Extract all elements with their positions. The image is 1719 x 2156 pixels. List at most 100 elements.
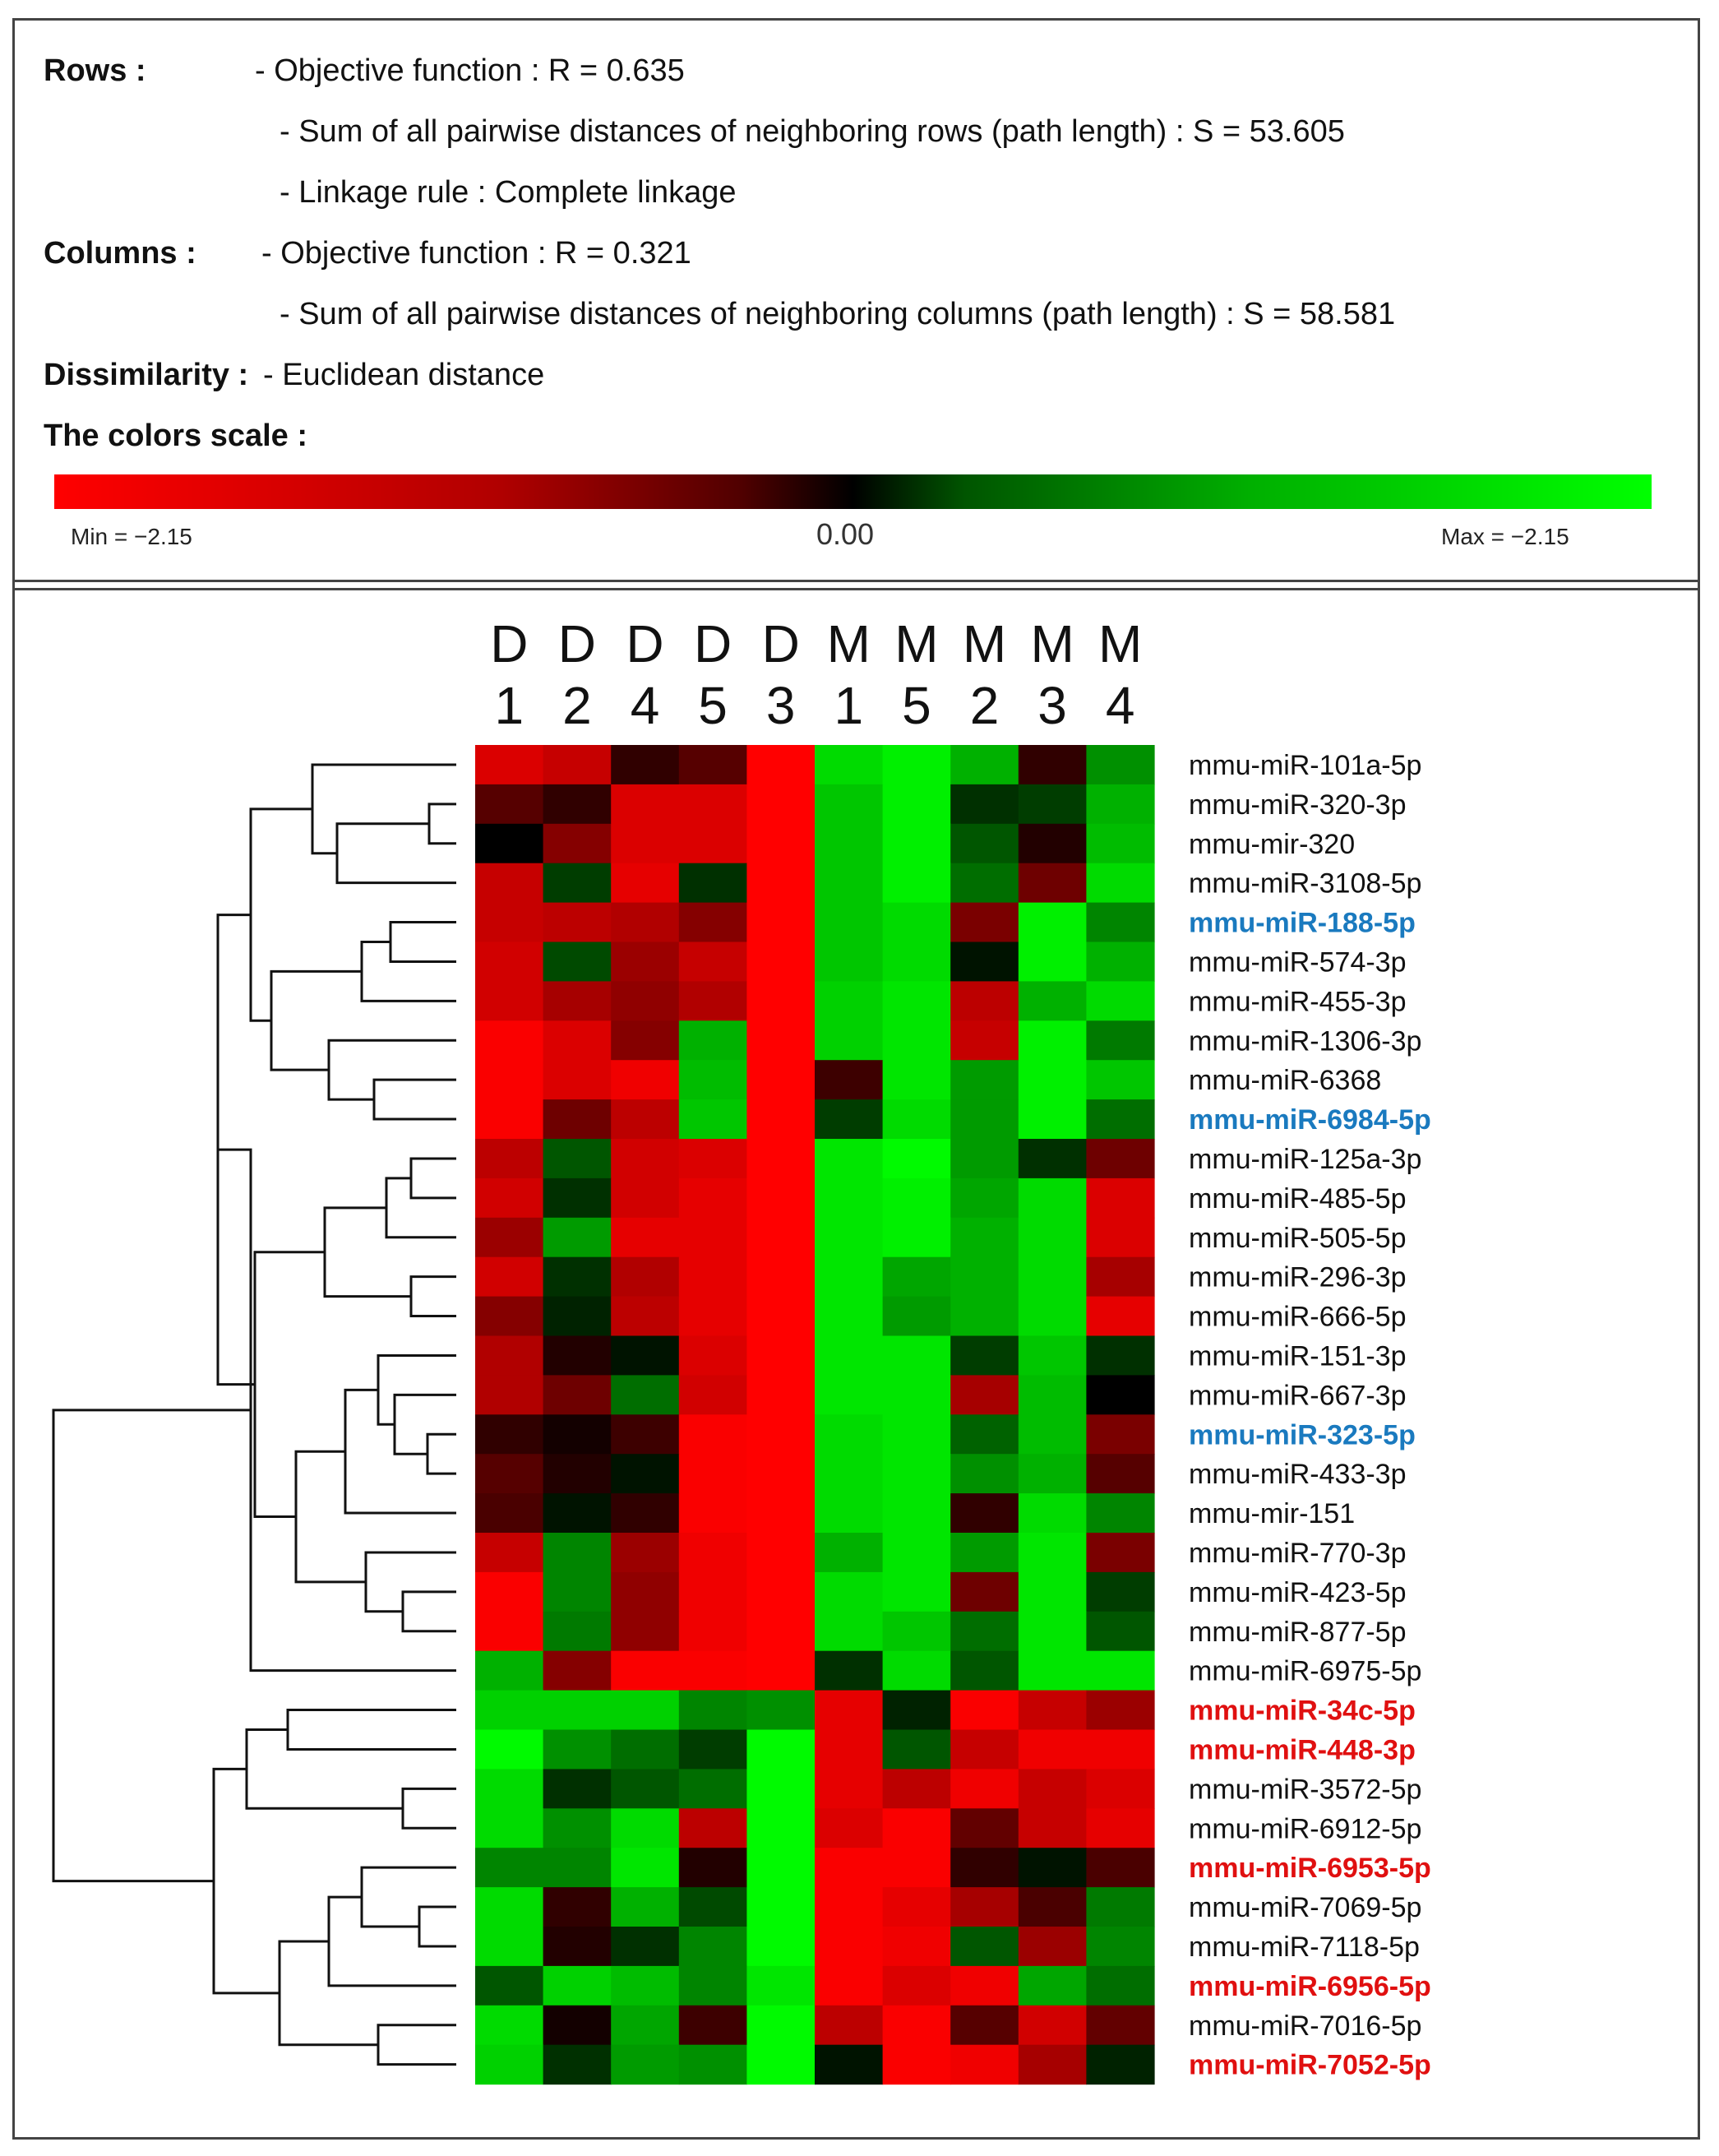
heatmap-cell: [475, 2044, 544, 2085]
heatmap-cell: [543, 1375, 612, 1415]
row-label: mmu-miR-574-3p: [1189, 946, 1407, 978]
heatmap-cell: [882, 1256, 951, 1298]
heatmap-cell: [475, 1296, 544, 1337]
heatmap-cell: [678, 1296, 747, 1337]
heatmap-cell: [1086, 1454, 1155, 1494]
heatmap-cell: [815, 942, 884, 982]
row-label: mmu-miR-6984-5p: [1189, 1104, 1431, 1136]
heatmap-cell: [611, 1887, 680, 1927]
heatmap-cell: [475, 1808, 544, 1848]
row-label: mmu-miR-3572-5p: [1189, 1774, 1421, 1805]
heatmap-cell: [882, 784, 951, 825]
heatmap-cell: [475, 1729, 544, 1770]
heatmap-cell: [475, 863, 544, 904]
heatmap-cell: [611, 2005, 680, 2046]
heatmap-cell: [543, 1335, 612, 1376]
heatmap-cell: [815, 1139, 884, 1179]
row-label: mmu-miR-3108-5p: [1189, 868, 1421, 900]
heatmap-cell: [1086, 1177, 1155, 1219]
heatmap-cell: [950, 1769, 1019, 1809]
heatmap-cell: [815, 981, 884, 1021]
heatmap-cell: [815, 1099, 884, 1140]
heatmap-cell: [678, 823, 747, 864]
heatmap-cell: [543, 1060, 612, 1100]
heatmap-cell: [746, 2044, 816, 2085]
heatmap-cell: [1018, 2044, 1087, 2085]
heatmap-cell: [1018, 2005, 1087, 2046]
heatmap-cell: [678, 1217, 747, 1258]
heatmap-cell: [611, 1139, 680, 1179]
heatmap-cell: [475, 1650, 544, 1691]
dendrogram-branch: [286, 1709, 456, 1751]
heatmap-cell: [1086, 1099, 1155, 1140]
heatmap-cell: [746, 1533, 816, 1573]
row-label: mmu-miR-323-5p: [1189, 1419, 1416, 1450]
heatmap-cell: [815, 1571, 884, 1612]
heatmap-cell: [543, 1454, 612, 1494]
heatmap-cell: [746, 942, 816, 982]
column-header-letter: D: [490, 614, 528, 673]
heatmap-cell: [746, 1414, 816, 1455]
column-header-letter: D: [694, 614, 732, 673]
heatmap-cell: [543, 1887, 612, 1927]
heatmap-cell: [1086, 1848, 1155, 1888]
heatmap-cell: [746, 1927, 816, 1967]
heatmap-cell: [543, 1533, 612, 1573]
dendrogram-branch: [372, 1078, 456, 1121]
heatmap-cell: [950, 942, 1019, 982]
heatmap-cell: [1018, 1454, 1087, 1494]
heatmap-cell: [950, 1177, 1019, 1219]
heatmap-cell: [746, 1177, 816, 1219]
heatmap-cell: [1018, 1808, 1087, 1848]
heatmap-cell: [543, 1139, 612, 1179]
heatmap-cell: [543, 1690, 612, 1731]
heatmap-cell: [815, 1296, 884, 1337]
heatmap-cell: [678, 1454, 747, 1494]
heatmap-cell: [611, 1375, 680, 1415]
heatmap-cell: [1086, 1887, 1155, 1927]
heatmap-cell: [475, 1690, 544, 1731]
row-label: mmu-miR-7016-5p: [1189, 2010, 1421, 2042]
heatmap-cell: [1018, 981, 1087, 1021]
row-label: mmu-miR-34c-5p: [1189, 1696, 1416, 1727]
heatmap-cell: [475, 745, 544, 785]
heatmap-cell: [950, 1335, 1019, 1376]
heatmap-cell: [1018, 1887, 1087, 1927]
heatmap-cell: [815, 745, 884, 785]
column-header-number: 4: [631, 676, 660, 735]
heatmap-cell: [815, 1375, 884, 1415]
heatmap-cell: [1086, 1769, 1155, 1809]
dendrogram-branch: [360, 1866, 456, 1928]
heatmap-cell: [611, 1177, 680, 1219]
heatmap-cell: [1018, 1099, 1087, 1140]
heatmap-cell: [1018, 1493, 1087, 1534]
dendrogram-branch: [409, 1157, 456, 1200]
column-header-letter: D: [626, 614, 663, 673]
heatmap-cell: [1086, 1533, 1155, 1573]
heatmap-cell: [815, 784, 884, 825]
row-label: mmu-miR-505-5p: [1189, 1223, 1407, 1254]
dendrogram-branch: [270, 969, 362, 1071]
heatmap-cell: [815, 1177, 884, 1219]
heatmap-cell: [746, 2005, 816, 2046]
heatmap-cell: [882, 1020, 951, 1061]
heatmap-cell: [1086, 745, 1155, 785]
heatmap-cell: [475, 2005, 544, 2046]
heatmap-cell: [543, 1650, 612, 1691]
heatmap-cell: [746, 902, 816, 943]
heatmap-cell: [882, 1177, 951, 1219]
heatmap-cell: [611, 1729, 680, 1770]
columns-objective: - Objective function : R = 0.321: [261, 236, 691, 271]
column-header-number: 3: [766, 676, 796, 735]
heatmap-cell: [611, 1493, 680, 1534]
heatmap-cell: [1018, 902, 1087, 943]
heatmap-cell: [746, 1808, 816, 1848]
heatmap-cell: [950, 1533, 1019, 1573]
dendrogram-branch: [418, 1905, 456, 1948]
heatmap-cell: [950, 1414, 1019, 1455]
heatmap-cell: [678, 1848, 747, 1888]
row-label: mmu-miR-667-3p: [1189, 1380, 1407, 1411]
heatmap-cell: [882, 2044, 951, 2085]
heatmap-cell: [611, 1060, 680, 1100]
heatmap-cell: [611, 784, 680, 825]
